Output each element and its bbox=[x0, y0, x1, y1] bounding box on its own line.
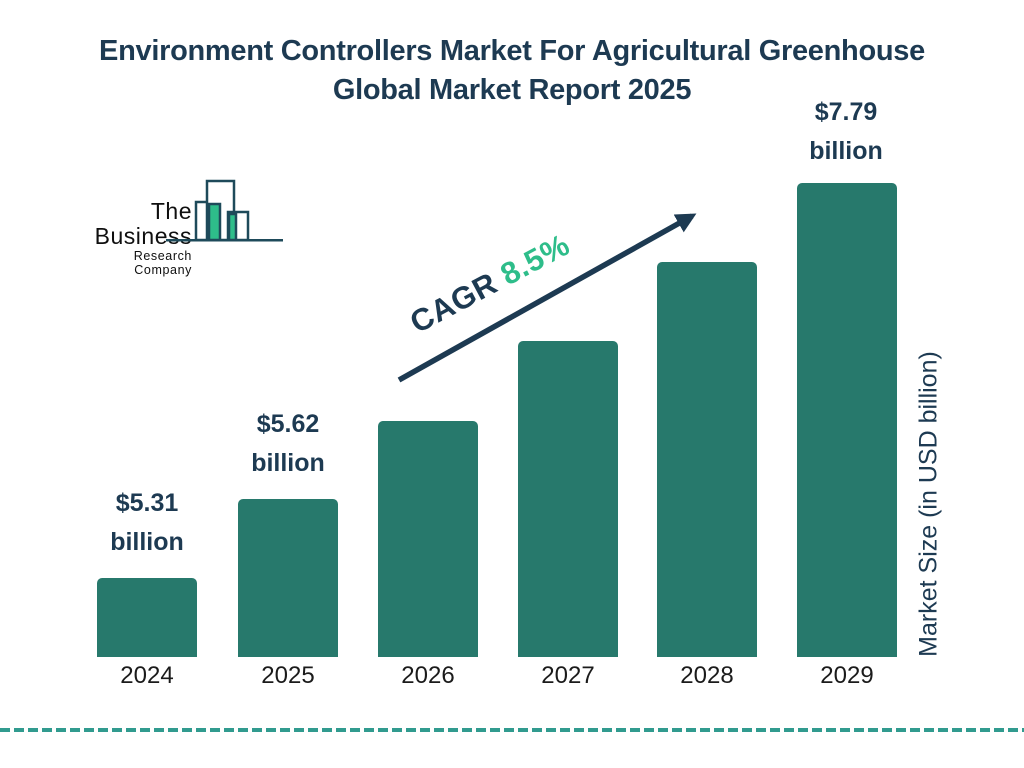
x-tick-2024: 2024 bbox=[120, 662, 174, 689]
value-unit: billion bbox=[110, 528, 184, 556]
bar-chart bbox=[0, 183, 1024, 657]
page-title-line1: Environment Controllers Market For Agric… bbox=[99, 35, 925, 67]
bar-2029 bbox=[797, 183, 897, 657]
logo-name: The Business bbox=[94, 198, 192, 249]
bottom-dashed-divider bbox=[0, 728, 1024, 732]
value-amount: $7.79 bbox=[814, 98, 878, 126]
x-tick-2028: 2028 bbox=[680, 662, 734, 689]
bar-2028 bbox=[657, 262, 757, 657]
bar-2026 bbox=[378, 421, 478, 657]
logo-subname: Research Company bbox=[133, 249, 192, 277]
value-unit: billion bbox=[251, 449, 325, 477]
value-label-2029: $7.79 billion bbox=[766, 93, 926, 171]
x-tick-2027: 2027 bbox=[541, 662, 595, 689]
bar-2027 bbox=[518, 341, 618, 657]
bar-2025 bbox=[238, 499, 338, 657]
value-unit: billion bbox=[809, 137, 883, 165]
page-title: Environment Controllers Market For Agric… bbox=[0, 32, 1024, 110]
value-amount: $5.31 bbox=[115, 489, 179, 517]
y-axis-label: Market Size (in USD billion) bbox=[914, 351, 943, 657]
value-amount: $5.62 bbox=[256, 410, 320, 438]
logo-wordmark: The Business Research Company bbox=[80, 198, 192, 278]
x-tick-2029: 2029 bbox=[820, 662, 874, 689]
value-label-2025: $5.62 billion bbox=[208, 405, 368, 483]
x-tick-2026: 2026 bbox=[401, 662, 455, 689]
logo-chart-icon bbox=[166, 179, 283, 242]
value-label-2024: $5.31 billion bbox=[67, 484, 227, 562]
bar-2024 bbox=[97, 578, 197, 657]
page-title-line2: Global Market Report 2025 bbox=[332, 74, 692, 106]
x-tick-2025: 2025 bbox=[261, 662, 315, 689]
